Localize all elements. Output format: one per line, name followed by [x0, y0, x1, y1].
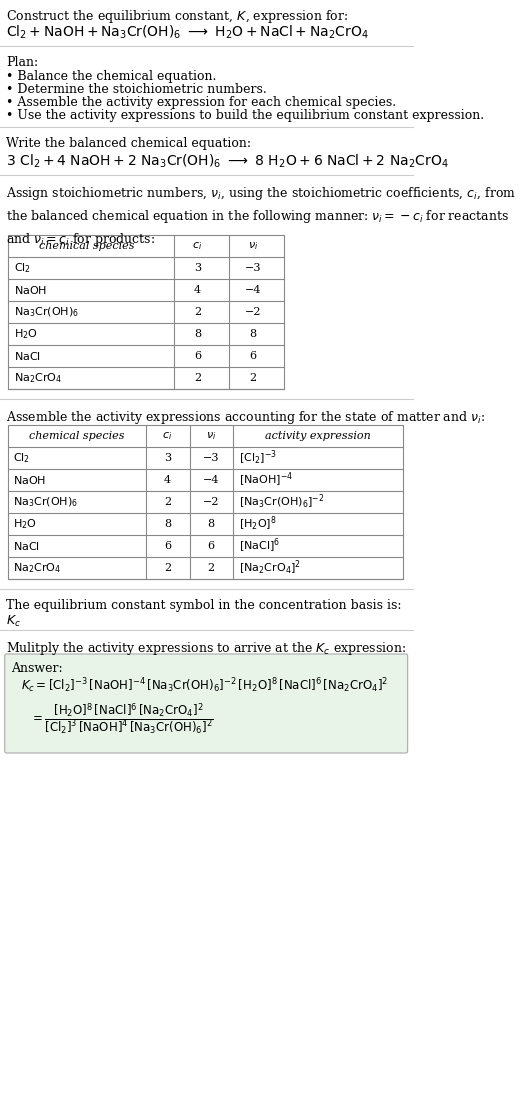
Text: −3: −3 [203, 453, 219, 463]
Text: $K_c$: $K_c$ [6, 614, 21, 629]
Bar [8, 425, 403, 579]
Text: $\nu_i$: $\nu_i$ [248, 240, 258, 251]
Text: 4: 4 [194, 285, 201, 295]
Text: $\mathrm{Cl_2 + NaOH + Na_3Cr(OH)_6}$ $\longrightarrow$ $\mathrm{H_2O + NaCl + N: $\mathrm{Cl_2 + NaOH + Na_3Cr(OH)_6}$ $\… [6, 24, 369, 42]
Text: 4: 4 [164, 475, 171, 485]
Text: −4: −4 [203, 475, 219, 485]
Text: 2: 2 [164, 497, 171, 507]
Text: 3: 3 [164, 453, 171, 463]
Text: 8: 8 [194, 329, 201, 339]
Text: 6: 6 [194, 351, 201, 361]
Text: 2: 2 [164, 563, 171, 572]
Text: The equilibrium constant symbol in the concentration basis is:: The equilibrium constant symbol in the c… [6, 599, 402, 612]
Text: −2: −2 [245, 307, 261, 317]
Text: $[\mathrm{Na_3Cr(OH)_6}]^{-2}$: $[\mathrm{Na_3Cr(OH)_6}]^{-2}$ [239, 493, 325, 511]
Text: $\mathrm{H_2O}$: $\mathrm{H_2O}$ [13, 517, 37, 531]
Text: Construct the equilibrium constant, $K$, expression for:: Construct the equilibrium constant, $K$,… [6, 8, 348, 25]
Text: $\mathrm{NaCl}$: $\mathrm{NaCl}$ [13, 540, 40, 552]
Text: $[\mathrm{NaCl}]^{6}$: $[\mathrm{NaCl}]^{6}$ [239, 537, 280, 555]
FancyBboxPatch shape [5, 654, 408, 753]
Text: $= \dfrac{[\mathrm{H_2O}]^{8}\,[\mathrm{NaCl}]^{6}\,[\mathrm{Na_2CrO_4}]^{2}}{[\: $= \dfrac{[\mathrm{H_2O}]^{8}\,[\mathrm{… [30, 702, 214, 737]
Text: 2: 2 [208, 563, 214, 572]
Text: $\nu_i$: $\nu_i$ [206, 430, 216, 442]
Text: 2: 2 [194, 373, 201, 383]
Text: $[\mathrm{Cl_2}]^{-3}$: $[\mathrm{Cl_2}]^{-3}$ [239, 449, 277, 468]
Text: Assemble the activity expressions accounting for the state of matter and $\nu_i$: Assemble the activity expressions accoun… [6, 409, 485, 426]
Text: $[\mathrm{H_2O}]^{8}$: $[\mathrm{H_2O}]^{8}$ [239, 515, 277, 533]
Text: • Use the activity expressions to build the equilibrium constant expression.: • Use the activity expressions to build … [6, 109, 485, 122]
Text: $c_i$: $c_i$ [162, 430, 172, 442]
Text: chemical species: chemical species [39, 240, 135, 251]
Text: 6: 6 [164, 540, 171, 552]
Text: 8: 8 [208, 520, 214, 529]
Text: $\mathrm{Na_2CrO_4}$: $\mathrm{Na_2CrO_4}$ [14, 371, 62, 385]
Text: 2: 2 [249, 373, 256, 383]
Text: $\mathrm{Na_3Cr(OH)_6}$: $\mathrm{Na_3Cr(OH)_6}$ [14, 306, 79, 319]
Text: $\mathrm{Na_2CrO_4}$: $\mathrm{Na_2CrO_4}$ [13, 561, 61, 575]
Text: Mulitply the activity expressions to arrive at the $K_c$ expression:: Mulitply the activity expressions to arr… [6, 640, 407, 657]
Text: $\mathrm{NaCl}$: $\mathrm{NaCl}$ [14, 350, 41, 362]
Text: $\mathrm{NaOH}$: $\mathrm{NaOH}$ [14, 283, 48, 296]
Text: $\mathrm{3\ Cl_2 + 4\ NaOH + 2\ Na_3Cr(OH)_6}$ $\longrightarrow$ $\mathrm{8\ H_2: $\mathrm{3\ Cl_2 + 4\ NaOH + 2\ Na_3Cr(O… [6, 153, 449, 170]
Text: $\mathrm{Cl_2}$: $\mathrm{Cl_2}$ [13, 451, 30, 464]
Text: $K_c = [\mathrm{Cl_2}]^{-3}\,[\mathrm{NaOH}]^{-4}\,[\mathrm{Na_3Cr(OH)_6}]^{-2}\: $K_c = [\mathrm{Cl_2}]^{-3}\,[\mathrm{Na… [20, 676, 388, 695]
Text: $c_i$: $c_i$ [192, 240, 203, 251]
Text: 6: 6 [249, 351, 256, 361]
Text: • Assemble the activity expression for each chemical species.: • Assemble the activity expression for e… [6, 96, 397, 109]
Text: 8: 8 [249, 329, 256, 339]
Text: Assign stoichiometric numbers, $\nu_i$, using the stoichiometric coefficients, $: Assign stoichiometric numbers, $\nu_i$, … [6, 185, 516, 248]
Text: 2: 2 [194, 307, 201, 317]
Text: −3: −3 [245, 263, 261, 274]
Text: $[\mathrm{NaOH}]^{-4}$: $[\mathrm{NaOH}]^{-4}$ [239, 471, 293, 490]
Text: $\mathrm{H_2O}$: $\mathrm{H_2O}$ [14, 328, 38, 341]
Text: $\mathrm{NaOH}$: $\mathrm{NaOH}$ [13, 474, 46, 486]
Bar [8, 235, 285, 389]
Text: • Balance the chemical equation.: • Balance the chemical equation. [6, 69, 217, 83]
Text: chemical species: chemical species [29, 431, 124, 441]
Text: 8: 8 [164, 520, 171, 529]
Text: Answer:: Answer: [11, 662, 63, 675]
Text: Plan:: Plan: [6, 56, 38, 69]
Text: 6: 6 [208, 540, 214, 552]
Text: • Determine the stoichiometric numbers.: • Determine the stoichiometric numbers. [6, 83, 267, 96]
Text: −2: −2 [203, 497, 219, 507]
Text: 3: 3 [194, 263, 201, 274]
Text: −4: −4 [245, 285, 261, 295]
Text: $\mathrm{Cl_2}$: $\mathrm{Cl_2}$ [14, 261, 31, 275]
Text: $[\mathrm{Na_2CrO_4}]^{2}$: $[\mathrm{Na_2CrO_4}]^{2}$ [239, 559, 301, 577]
Text: $\mathrm{Na_3Cr(OH)_6}$: $\mathrm{Na_3Cr(OH)_6}$ [13, 495, 78, 508]
Text: activity expression: activity expression [265, 431, 370, 441]
Text: Write the balanced chemical equation:: Write the balanced chemical equation: [6, 137, 252, 150]
